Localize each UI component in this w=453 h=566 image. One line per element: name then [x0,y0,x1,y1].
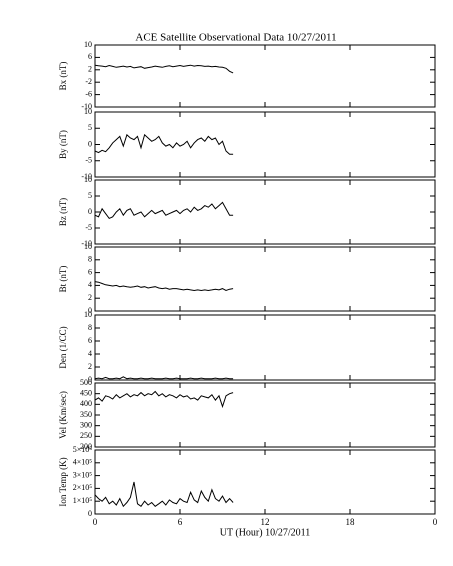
y-tick-label: 400 [80,399,92,408]
panel-frame [94,449,436,515]
y-tick-label: 0 [88,306,92,315]
y-tick-label: 5 [88,123,92,132]
y-tick-label: 500 [80,378,92,387]
x-tick-label: 6 [178,517,183,527]
y-tick-label: -2 [85,77,92,86]
y-axis-label: Vel (Km/sec) [58,391,68,439]
y-tick-label: 5 [88,191,92,200]
x-tick-label: 18 [346,517,356,527]
y-tick-label: 300 [80,420,92,429]
y-tick-label: 10 [84,175,92,184]
y-axis-label: Bx (nT) [58,62,68,91]
panel-frame [94,179,436,245]
y-tick-label: 250 [80,431,92,440]
y-tick-label: 0 [88,509,92,518]
y-tick-label: -10 [81,172,92,181]
y-tick-label: 2×10⁵ [73,483,93,492]
data-line [94,201,234,220]
data-line [94,281,234,292]
panel-frame [94,382,436,448]
y-tick-label: -5 [85,156,92,165]
chart-title: ACE Satellite Observational Data 10/27/2… [135,32,336,44]
y-tick-label: -10 [81,102,92,111]
y-tick-label: 1×10⁵ [73,496,93,505]
data-line [94,481,234,508]
y-tick-label: 8 [88,255,92,264]
y-tick-label: 6 [88,52,92,61]
y-tick-label: 200 [80,442,92,451]
y-tick-label: 2 [88,293,92,302]
y-tick-label: 2 [88,362,92,371]
y-tick-label: 10 [84,40,92,49]
y-tick-label: 450 [80,388,92,397]
y-tick-label: 3×10⁵ [73,470,93,479]
y-tick-label: 8 [88,323,92,332]
y-tick-label: -6 [85,89,92,98]
y-tick-label: 0 [88,207,92,216]
y-tick-label: 4 [88,280,92,289]
y-tick-label: 6 [88,267,92,276]
y-tick-label: -5 [85,223,92,232]
x-tick-label: 0 [93,517,98,527]
y-tick-label: 6 [88,336,92,345]
y-axis-label: By (nT) [58,130,68,159]
panel-frame [94,314,436,381]
y-tick-label: 10 [84,310,92,319]
y-tick-label: 0 [88,375,92,384]
y-axis-label: Bz (nT) [58,198,68,226]
y-tick-label: 0 [88,139,92,148]
y-tick-label: 2 [88,65,92,74]
y-tick-label: 5×10⁵ [73,445,93,454]
data-line [94,376,234,380]
data-line [94,390,234,409]
y-tick-label: 10 [84,242,92,251]
panel-frame [94,246,436,312]
x-axis-label: UT (Hour) 10/27/2011 [220,527,311,538]
y-tick-label: 4×10⁵ [73,458,93,467]
y-axis-label: Ion Temp (K) [58,457,68,506]
panel-frame [94,111,436,178]
x-tick-label: 0 [433,517,438,527]
y-tick-label: 10 [84,107,92,116]
panel-frame [94,44,436,108]
y-tick-label: 4 [88,349,92,358]
y-tick-label: 350 [80,410,92,419]
data-line [94,64,234,74]
x-tick-label: 12 [261,517,270,527]
data-line [94,133,234,155]
y-axis-label: Bt (nT) [58,266,68,293]
y-axis-label: Den (1/CC) [58,326,68,368]
y-tick-label: -10 [81,239,92,248]
